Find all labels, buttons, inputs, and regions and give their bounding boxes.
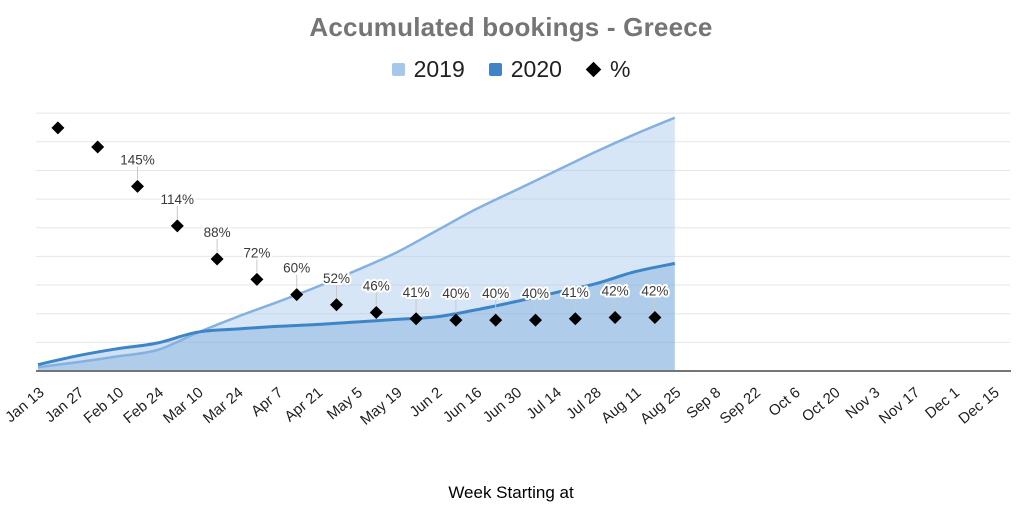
x-axis-label: Aug 11 [598, 384, 645, 427]
x-axis-label: Jan 13 [2, 384, 47, 426]
percent-label: 40% [522, 286, 549, 301]
percent-label: 40% [442, 286, 469, 301]
percent-diamond [290, 288, 304, 302]
percent-diamond [369, 305, 383, 319]
x-axis-title: Week Starting at [448, 483, 574, 502]
x-axis-label: Apr 7 [248, 384, 286, 420]
x-axis-label: Oct 6 [765, 384, 803, 420]
x-axis-label: Dec 15 [955, 384, 1002, 428]
series-2019-area [38, 117, 675, 371]
series-2020-line [37, 261, 676, 367]
percent-diamond [250, 272, 264, 286]
percent-label: 41% [403, 285, 430, 300]
legend-label-2019: 2019 [413, 56, 465, 82]
chart-legend: 2019 2020 % [0, 56, 1022, 83]
x-axis-label: Sep 22 [717, 384, 764, 428]
percent-diamond [568, 312, 582, 326]
x-axis-label: Jun 2 [407, 384, 446, 421]
x-axis-label: May 19 [357, 384, 406, 429]
series-2020-area [38, 263, 675, 371]
percent-diamond [330, 298, 343, 312]
legend-item-percent: % [585, 56, 631, 83]
percent-label: 72% [243, 245, 270, 260]
percent-label: 42% [641, 284, 668, 299]
x-axis-label: Jul 14 [523, 384, 565, 423]
legend-item-2019: 2019 [391, 56, 465, 83]
percent-diamond [529, 313, 542, 327]
chart-title: Accumulated bookings - Greece [309, 12, 713, 42]
x-axis-label: Oct 20 [799, 384, 844, 425]
x-axis-label: Mar 10 [160, 384, 207, 427]
percent-diamond [51, 121, 65, 135]
percent-label: 52% [323, 271, 350, 286]
x-axis-label: Nov 17 [876, 384, 923, 428]
percent-label: 145% [120, 152, 155, 167]
x-axis-label: Feb 24 [120, 384, 167, 427]
percent-diamond [210, 252, 224, 266]
x-axis-label: Aug 25 [637, 384, 684, 428]
percent-diamond [170, 219, 184, 233]
percent-diamond [409, 312, 423, 326]
chart-plot-area: 145% 114% 88% 72% 60% 52% 46% 41% 40% 40% 40% 41% 42… [2, 112, 1011, 429]
x-axis-label: Apr 21 [281, 384, 326, 425]
percent-label: 40% [482, 286, 509, 301]
percent-label: 114% [161, 192, 195, 207]
percent-diamond [608, 311, 622, 325]
x-axis-label: Jan 27 [42, 384, 87, 426]
x-axis-label: Mar 24 [200, 384, 247, 427]
percent-diamond [131, 179, 144, 193]
x-axis-label: Feb 10 [80, 384, 127, 427]
series-2019-line [37, 116, 676, 369]
percent-label: 60% [283, 261, 310, 276]
percent-label: 88% [204, 225, 231, 240]
x-axis-label: Jun 16 [440, 384, 485, 426]
percent-diamond [91, 140, 105, 154]
legend-swatch-2019-icon [391, 63, 405, 76]
x-axis-label: Jun 30 [480, 384, 525, 426]
percent-label: 41% [562, 285, 589, 300]
x-axis-label: Jul 28 [563, 384, 605, 423]
legend-label-2020: 2020 [510, 56, 562, 82]
percent-label: 42% [602, 284, 629, 299]
percent-diamond [489, 313, 503, 327]
percent-diamond [648, 311, 662, 325]
percent-label: 46% [363, 278, 390, 293]
legend-label-percent: % [609, 56, 631, 82]
legend-item-2020: 2020 [488, 56, 562, 83]
percent-diamond [449, 313, 463, 327]
legend-swatch-2020-icon [488, 63, 502, 76]
